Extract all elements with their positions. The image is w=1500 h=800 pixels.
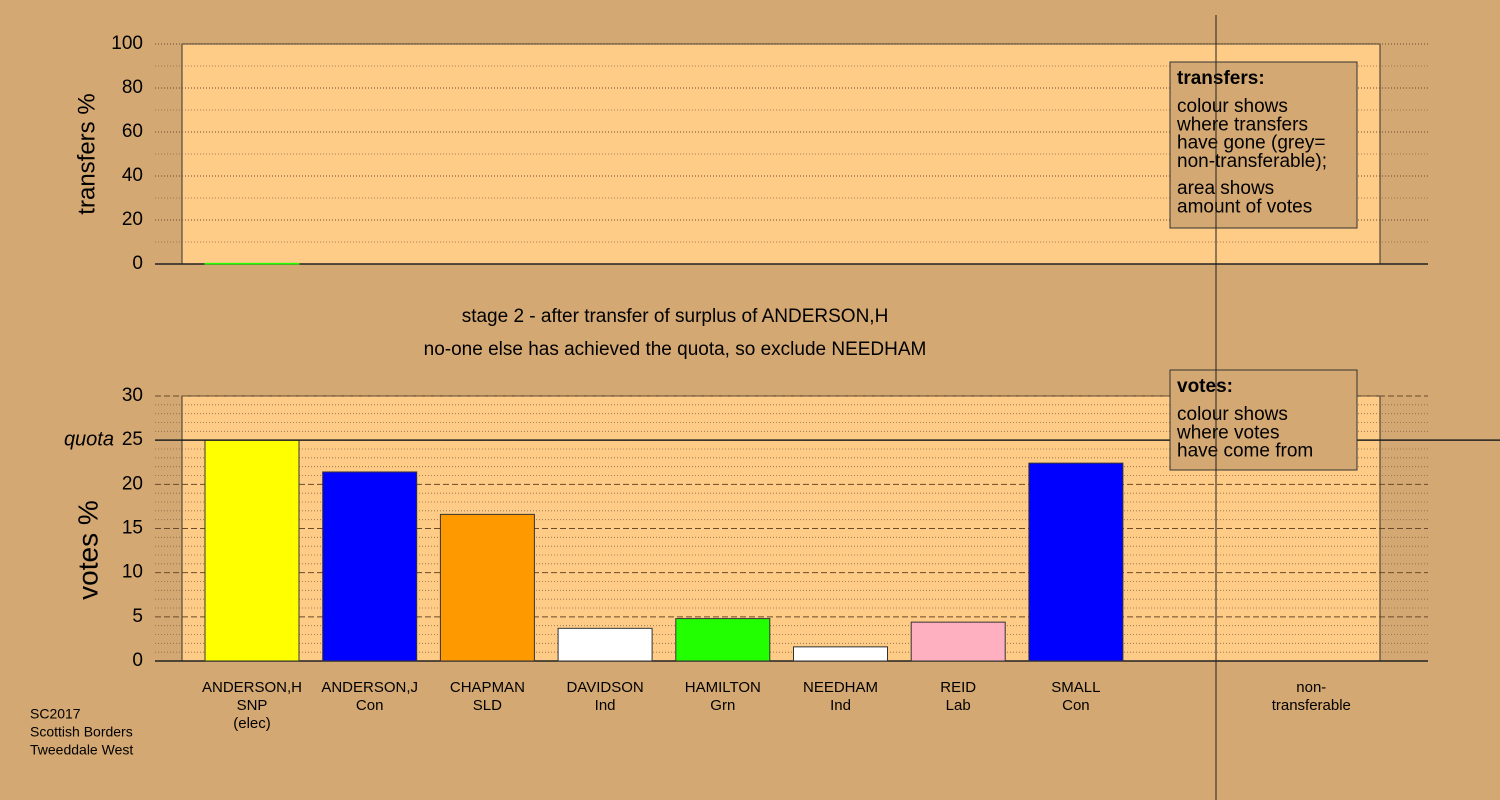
footnote: Scottish Borders [30,724,133,740]
legend-box [1169,369,1358,471]
x-tick-label: (elec) [233,715,271,732]
x-tick-label: REID [940,679,976,696]
x-tick-label: Ind [595,697,616,714]
y-tick-label: 10 [122,562,143,583]
chart-subtitle: no-one else has achieved the quota, so e… [424,339,927,360]
y-tick-label: 100 [111,33,143,54]
x-tick-label: Lab [946,697,971,714]
y-tick-label: 60 [122,121,143,142]
x-tick-label: Con [356,697,384,714]
x-tick-label: Ind [830,697,851,714]
x-tick-label: ANDERSON,H [202,679,302,696]
bar [204,262,300,265]
legend-title: votes: [1177,376,1233,397]
y-tick-label: 5 [132,606,143,627]
bar [557,627,653,662]
bar [322,471,418,662]
bar [910,621,1006,662]
y-tick-label: 30 [122,385,143,406]
y-tick-label: 15 [122,518,143,539]
x-tick-label: CHAPMAN [450,679,525,696]
x-tick-label: Grn [710,697,735,714]
chart-title: stage 2 - after transfer of surplus of A… [462,306,889,327]
x-tick-label: non- [1296,679,1326,696]
x-tick-label: SLD [473,697,502,714]
y-axis-label: transfers % [73,93,100,214]
y-tick-label: 40 [122,165,143,186]
x-tick-label: transferable [1272,697,1351,714]
legend-text: non-transferable); [1177,151,1327,172]
y-tick-label: 20 [122,473,143,494]
legend-text: where votes [1176,422,1279,443]
x-tick-label: HAMILTON [685,679,761,696]
bar [793,646,888,662]
quota-label: quota [64,428,114,450]
x-tick-label: DAVIDSON [566,679,643,696]
bar [675,618,771,662]
y-tick-label: 25 [122,429,143,450]
legend-text: where transfers [1176,114,1308,135]
legend-text: amount of votes [1177,197,1312,218]
legend-title: transfers: [1177,68,1265,89]
legend-text: have come from [1177,441,1313,462]
legend-text: area shows [1177,178,1274,199]
bar [439,513,535,662]
y-axis-label: votes % [72,500,103,600]
bar [1028,462,1124,662]
x-tick-label: Con [1062,697,1090,714]
legend-text: have gone (grey= [1177,133,1325,154]
legend-text: colour shows [1177,404,1288,425]
footnote: SC2017 [30,706,81,722]
x-tick-label: NEEDHAM [803,679,878,696]
bar [204,439,300,662]
footnote: Tweeddale West [30,742,133,758]
x-tick-label: ANDERSON,J [321,679,418,696]
y-tick-label: 0 [132,253,143,274]
x-tick-label: SNP [237,697,268,714]
y-tick-label: 0 [132,650,143,671]
x-tick-label: SMALL [1051,679,1100,696]
legend-text: colour shows [1177,96,1288,117]
legend-box [1169,61,1358,229]
y-tick-label: 80 [122,77,143,98]
y-tick-label: 20 [122,209,143,230]
